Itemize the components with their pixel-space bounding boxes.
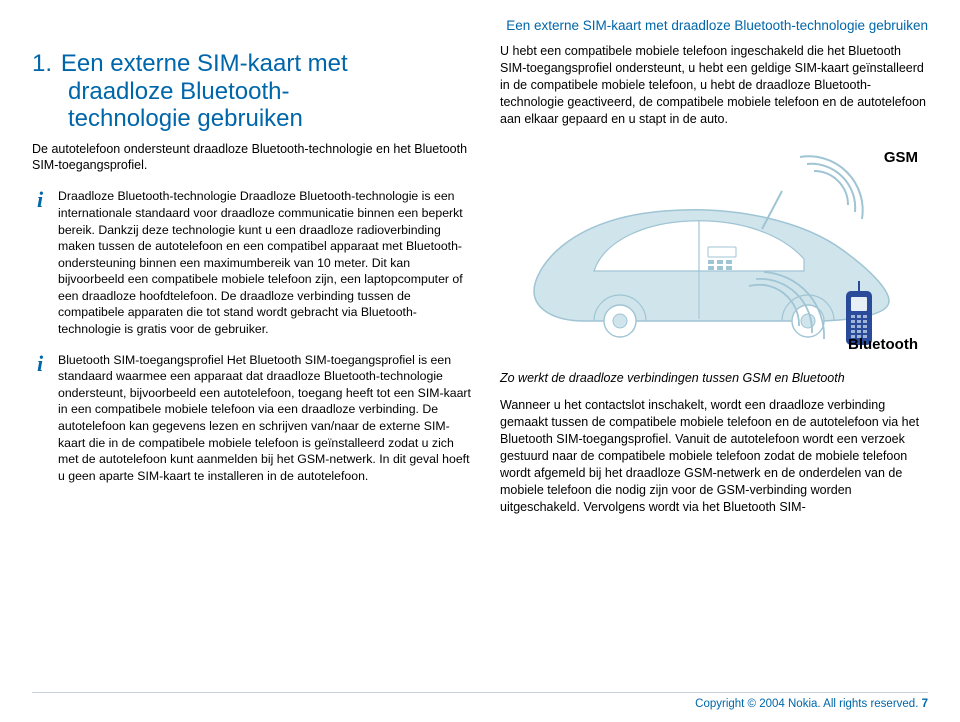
copyright-text: Copyright © 2004 Nokia. All rights reser… [695,698,918,710]
bluetooth-label: Bluetooth [848,336,918,353]
columns: 1. Een externe SIM-kaart met draadloze B… [32,43,928,516]
page-number: 7 [922,698,928,710]
running-header: Een externe SIM-kaart met draadloze Blue… [32,18,928,33]
footer: Copyright © 2004 Nokia. All rights reser… [32,692,928,710]
diagram-caption: Zo werkt de draadloze verbindingen tusse… [500,371,928,385]
diagram-svg [500,141,928,361]
right-p2: Wanneer u het contactslot inschakelt, wo… [500,397,928,515]
intro-paragraph: De autotelefoon ondersteunt draadloze Bl… [32,141,472,175]
section-title: 1. Een externe SIM-kaart met draadloze B… [32,43,472,133]
info-icon: i [32,188,48,337]
title-line-3: technologie gebruiken [32,106,472,133]
right-column: U hebt een compatibele mobiele telefoon … [500,43,928,516]
title-line-2: draadloze Bluetooth- [32,79,472,106]
gsm-label: GSM [884,149,918,166]
info-icon: i [32,352,48,485]
car-diagram: GSM Bluetooth [500,141,928,361]
info-text-1: Draadloze Bluetooth-technologie Draadloz… [58,188,472,337]
info-block-1: i Draadloze Bluetooth-technologie Draadl… [32,188,472,337]
page: Een externe SIM-kaart met draadloze Blue… [0,0,960,516]
info-block-2: i Bluetooth SIM-toegangsprofiel Het Blue… [32,352,472,485]
section-number: 1. [32,51,52,78]
title-line-1: Een externe SIM-kaart met [61,50,348,77]
info-text-2: Bluetooth SIM-toegangsprofiel Het Blueto… [58,352,472,485]
left-column: 1. Een externe SIM-kaart met draadloze B… [32,43,472,516]
right-p1: U hebt een compatibele mobiele telefoon … [500,43,928,127]
